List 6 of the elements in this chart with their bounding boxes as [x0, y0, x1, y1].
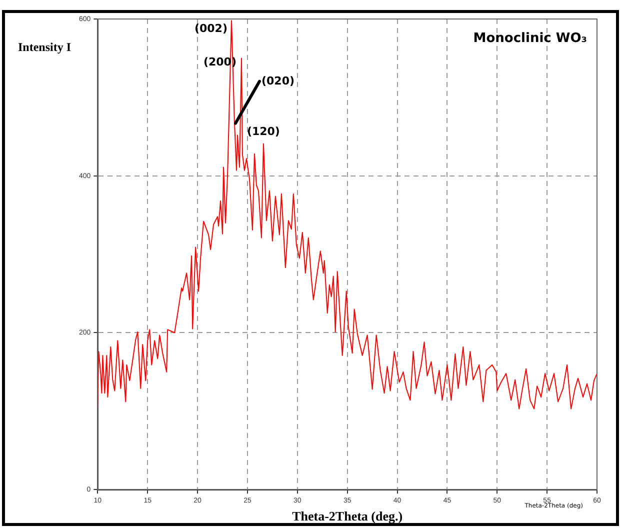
annotation: Monoclinic WO₃ — [473, 30, 587, 46]
annotation: (020) — [261, 74, 295, 88]
x-axis-title: Theta-2Theta (deg.) — [292, 508, 403, 524]
y-axis-title: Intensity I — [18, 40, 72, 54]
annotation: (002) — [194, 22, 228, 35]
annotation: (120) — [246, 125, 280, 138]
